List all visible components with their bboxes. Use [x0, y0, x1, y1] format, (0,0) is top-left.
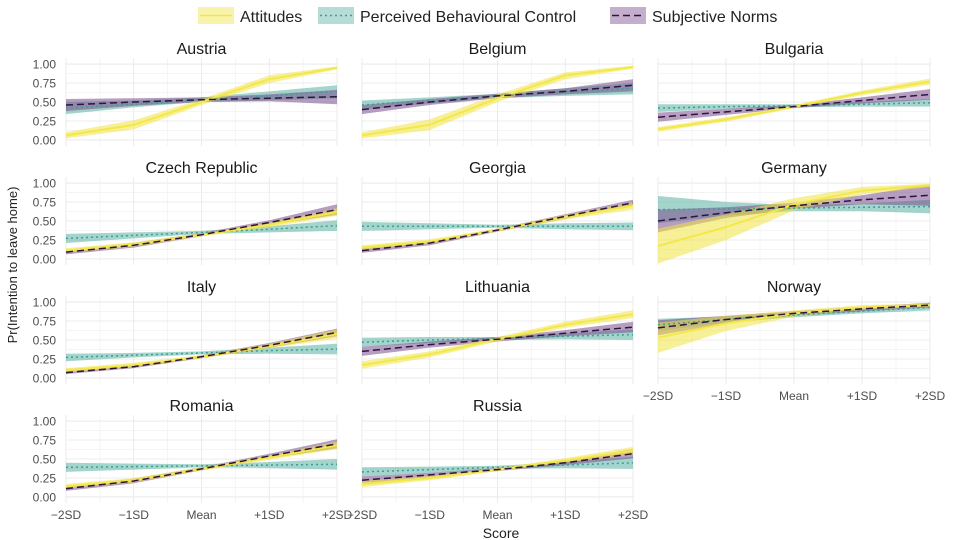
- series-line-pbc: [65, 224, 338, 240]
- panel-title: Austria: [177, 41, 227, 58]
- x-tick-label: +2SD: [618, 508, 649, 522]
- x-tick-label: −2SD: [643, 389, 674, 403]
- x-tick-label: +1SD: [847, 389, 878, 403]
- series-line-att: [65, 66, 338, 137]
- y-tick-label: 1.00: [33, 58, 57, 72]
- x-tick-label: −1SD: [711, 389, 742, 403]
- panel-title: Lithuania: [465, 279, 530, 296]
- panel-title: Italy: [187, 279, 216, 296]
- legend-label-sn: Subjective Norms: [652, 9, 777, 26]
- panel-title: Romania: [169, 398, 233, 415]
- panel-title: Germany: [761, 160, 827, 177]
- series-line-att: [361, 66, 634, 137]
- y-tick-label: 0.00: [33, 252, 57, 266]
- panel-germany: Germany: [657, 160, 931, 265]
- x-tick-label: −2SD: [347, 508, 378, 522]
- x-tick-label: Mean: [186, 508, 216, 522]
- y-tick-label: 0.50: [33, 96, 57, 110]
- legend-item-sn: Subjective Norms: [610, 7, 777, 26]
- y-tick-label: 0.75: [33, 315, 57, 329]
- ribbon-att: [362, 65, 633, 139]
- x-tick-label: +2SD: [915, 389, 946, 403]
- series-line-pbc: [65, 463, 338, 469]
- panel-title: Norway: [767, 279, 821, 296]
- legend-label-att: Attitudes: [240, 9, 302, 26]
- y-tick-label: 1.00: [33, 415, 57, 429]
- y-tick-label: 0.50: [33, 215, 57, 229]
- series-line-sn: [361, 84, 634, 111]
- x-tick-label: −2SD: [51, 508, 82, 522]
- legend-label-pbc: Perceived Behavioural Control: [360, 9, 576, 26]
- panel-italy: Italy 0.00 0.25 0.50 0.75 1.00: [33, 279, 338, 385]
- series-line-att: [657, 184, 931, 247]
- series-line-pbc: [657, 205, 931, 211]
- series-line-sn: [361, 452, 634, 481]
- ribbon-att: [658, 183, 930, 264]
- series-line-sn: [657, 93, 931, 118]
- y-tick-label: 0.75: [33, 77, 57, 91]
- x-tick-label: +1SD: [254, 508, 285, 522]
- series-line-sn: [657, 304, 931, 329]
- y-tick-label: 0.25: [33, 114, 57, 128]
- y-tick-label: 0.75: [33, 196, 57, 210]
- panel-title: Belgium: [469, 41, 527, 58]
- series-line-pbc: [65, 348, 338, 359]
- x-tick-label: +1SD: [550, 508, 581, 522]
- ribbon-sn: [658, 302, 930, 336]
- panel-austria: Austria 0.00 0.25 0.50 0.75 1.00: [33, 41, 338, 147]
- ribbon-pbc: [66, 220, 337, 243]
- panel-georgia: Georgia: [361, 160, 634, 265]
- panel-romania: Romania 0.00 0.25 0.50 0.75 1.00 −2SD −1SD Mean +…: [33, 398, 353, 522]
- panel-title: Russia: [473, 398, 522, 415]
- x-tick-label: +2SD: [322, 508, 353, 522]
- panel-bulgaria: Bulgaria: [657, 41, 931, 146]
- series-line-pbc: [657, 306, 931, 326]
- x-tick-label: Mean: [779, 389, 809, 403]
- y-tick-label: 0.00: [33, 371, 57, 385]
- legend-item-att: Attitudes: [198, 7, 302, 26]
- y-tick-label: 0.50: [33, 453, 57, 467]
- series-line-sn: [657, 194, 931, 222]
- ribbon-att: [658, 303, 930, 353]
- series-line-sn: [65, 95, 338, 106]
- panel-czech-republic: Czech Republic 0.00 0.25 0.50 0.75 1.00: [33, 160, 338, 266]
- y-axis-label: Pr(Intention to leave home): [5, 187, 20, 344]
- panels: Austria 0.00 0.25 0.50 0.75 1.00 Belgium Bulgar…: [33, 41, 946, 522]
- series-line-sn: [65, 443, 338, 490]
- x-tick-label: −1SD: [415, 508, 446, 522]
- y-tick-label: 1.00: [33, 296, 57, 310]
- x-tick-label: Mean: [482, 508, 512, 522]
- y-tick-label: 1.00: [33, 177, 57, 191]
- legend: Attitudes Perceived Behavioural Control Su…: [198, 7, 777, 26]
- panel-belgium: Belgium: [361, 41, 634, 146]
- y-tick-label: 0.00: [33, 133, 57, 147]
- series-line-sn: [65, 208, 338, 253]
- y-tick-label: 0.50: [33, 334, 57, 348]
- series-line-sn: [361, 326, 634, 353]
- panel-russia: Russia −2SD −1SD Mean +1SD +2SD: [347, 398, 649, 522]
- x-axis-label: Score: [483, 525, 520, 540]
- y-tick-label: 0.75: [33, 434, 57, 448]
- panel-title: Georgia: [469, 160, 526, 177]
- panel-norway: Norway −2SD −1SD Mean +1SD +2SD: [643, 279, 946, 403]
- y-tick-label: 0.25: [33, 352, 57, 366]
- y-tick-label: 0.25: [33, 233, 57, 247]
- panel-title: Bulgaria: [765, 41, 824, 58]
- series-line-sn: [361, 202, 634, 252]
- y-tick-label: 0.25: [33, 471, 57, 485]
- series-line-sn: [65, 331, 338, 374]
- series-line-pbc: [361, 462, 634, 473]
- x-tick-label: −1SD: [119, 508, 150, 522]
- panel-lithuania: Lithuania: [361, 279, 634, 384]
- y-tick-label: 0.00: [33, 490, 57, 504]
- panel-title: Czech Republic: [145, 160, 257, 177]
- legend-item-pbc: Perceived Behavioural Control: [318, 7, 576, 26]
